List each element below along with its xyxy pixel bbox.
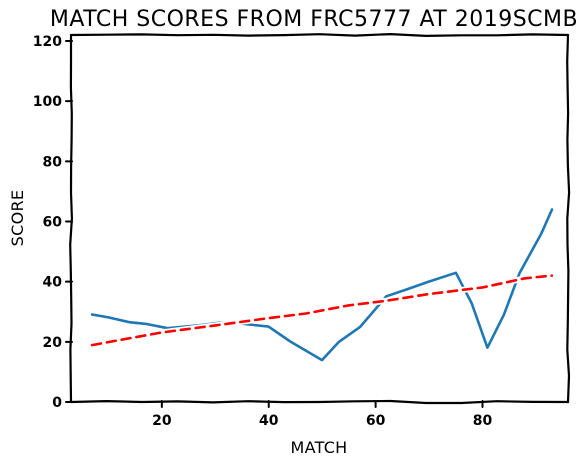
x-tick-label: 40 <box>259 413 279 429</box>
y-tick-label: 80 <box>43 154 63 170</box>
x-tick-label: 60 <box>366 413 386 429</box>
x-axis-label: MATCH <box>290 438 347 457</box>
y-tick-label: 20 <box>43 335 63 351</box>
y-tick-label: 40 <box>43 275 63 291</box>
frame-left <box>70 35 72 402</box>
chart-title: MATCH SCORES FROM FRC5777 AT 2019SCMB <box>50 7 578 32</box>
axis-ticks: 0 20 40 60 80 100 120 20 40 60 80 <box>33 34 493 429</box>
x-tick-label: 80 <box>473 413 493 429</box>
data-series <box>91 208 553 361</box>
x-tick-label: 20 <box>152 413 172 429</box>
y-tick-label: 0 <box>52 395 62 411</box>
y-tick-label: 120 <box>33 34 62 50</box>
plot-frame <box>70 34 569 403</box>
y-tick-label: 100 <box>33 94 62 110</box>
y-axis-label: SCORE <box>8 190 27 247</box>
frame-top <box>71 34 568 36</box>
frame-bottom <box>71 401 568 403</box>
frame-right <box>567 35 569 402</box>
y-tick-label: 60 <box>43 215 63 231</box>
